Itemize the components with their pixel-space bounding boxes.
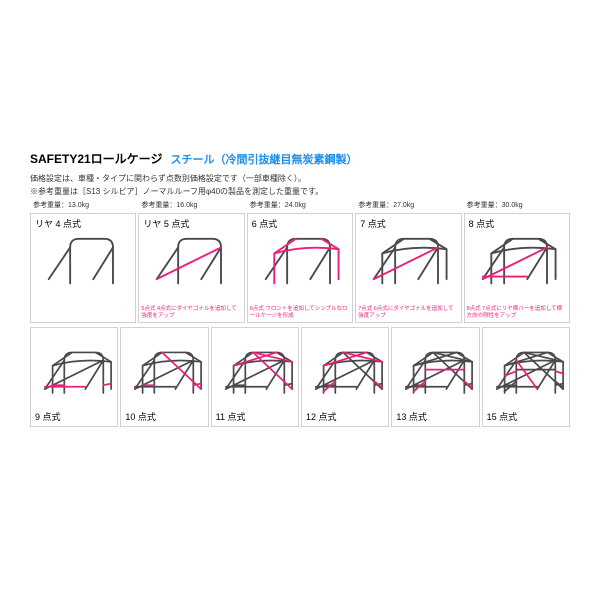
product-subtitle: スチール（冷間引抜継目無炭素鋼製） xyxy=(170,151,357,167)
cage-label: 13 点式 xyxy=(396,410,427,423)
product-title: SAFETY21ロールケージ xyxy=(30,150,162,167)
cage-note: 8点式 7点式にリヤ横バーを追加して横方向の剛性をアップ xyxy=(467,306,567,319)
weight-label: 参考重量：30.0kg xyxy=(467,200,523,210)
cage-diagram-r5 xyxy=(145,232,237,292)
cage-cell: 参考重量：16.0kg リヤ 5 点式 5点式 4点式にダイヤゴナルを追加して強… xyxy=(138,213,244,323)
cage-label: 6 点式 xyxy=(252,217,278,230)
cage-diagram-p6 xyxy=(254,232,346,292)
cage-label: 7 点式 xyxy=(360,217,386,230)
cage-label: リヤ 5 点式 xyxy=(143,217,189,230)
description-2: ※参考重量は［S13 シルビア］ノーマルルーフ用φ40の製品を測定した重量です。 xyxy=(30,186,570,197)
weight-label: 参考重量：13.0kg xyxy=(33,200,89,210)
cage-cell: 15 点式 xyxy=(482,327,570,427)
cage-note: 7点式 6点式にダイヤゴナルを追加して強度アップ xyxy=(358,306,458,319)
cage-cell: 10 点式 xyxy=(120,327,208,427)
weight-label: 参考重量：24.0kg xyxy=(250,200,306,210)
cage-cell: 参考重量：24.0kg 6 点式 6点式 フロントを追加してシンプルなロールケー… xyxy=(247,213,353,323)
weight-label: 参考重量：27.0kg xyxy=(358,200,414,210)
cage-cell: 9 点式 xyxy=(30,327,118,427)
cage-label: 15 点式 xyxy=(487,410,518,423)
description-1: 価格設定は、車種・タイプに関わらず点数別価格設定です（一部車種除く）。 xyxy=(30,173,570,184)
cage-label: リヤ 4 点式 xyxy=(35,217,81,230)
cage-diagram-p9 xyxy=(37,346,115,401)
cage-diagram-p11 xyxy=(218,346,296,401)
cage-label: 12 点式 xyxy=(306,410,337,423)
cage-cell: 12 点式 xyxy=(301,327,389,427)
cage-label: 9 点式 xyxy=(35,410,61,423)
cage-grid-row2: 9 点式 10 点式 11 点式 12 点式 13 点式 15 点式 xyxy=(30,327,570,427)
cage-diagram-r4 xyxy=(37,232,129,292)
cage-cell: 参考重量：27.0kg 7 点式 7点式 6点式にダイヤゴナルを追加して強度アッ… xyxy=(355,213,461,323)
cage-diagram-p7 xyxy=(362,232,454,292)
cage-label: 8 点式 xyxy=(469,217,495,230)
cage-cell: 参考重量：13.0kg リヤ 4 点式 xyxy=(30,213,136,323)
cage-diagram-p12 xyxy=(308,346,386,401)
weight-label: 参考重量：16.0kg xyxy=(141,200,197,210)
cage-cell: 参考重量：30.0kg 8 点式 8点式 7点式にリヤ横バーを追加して横方向の剛… xyxy=(464,213,570,323)
cage-diagram-p10 xyxy=(127,346,205,401)
cage-label: 10 点式 xyxy=(125,410,156,423)
cage-label: 11 点式 xyxy=(216,410,246,423)
cage-cell: 13 点式 xyxy=(391,327,479,427)
cage-grid-row1: 参考重量：13.0kg リヤ 4 点式 参考重量：16.0kg リヤ 5 点式 … xyxy=(30,213,570,323)
cage-diagram-p8 xyxy=(471,232,563,292)
cage-diagram-p13 xyxy=(398,346,476,401)
cage-note: 5点式 4点式にダイヤゴナルを追加して強度をアップ xyxy=(141,306,241,319)
cage-note: 6点式 フロントを追加してシンプルなロールケージを形成 xyxy=(250,306,350,319)
cage-diagram-p15 xyxy=(489,346,567,401)
cage-cell: 11 点式 xyxy=(211,327,299,427)
